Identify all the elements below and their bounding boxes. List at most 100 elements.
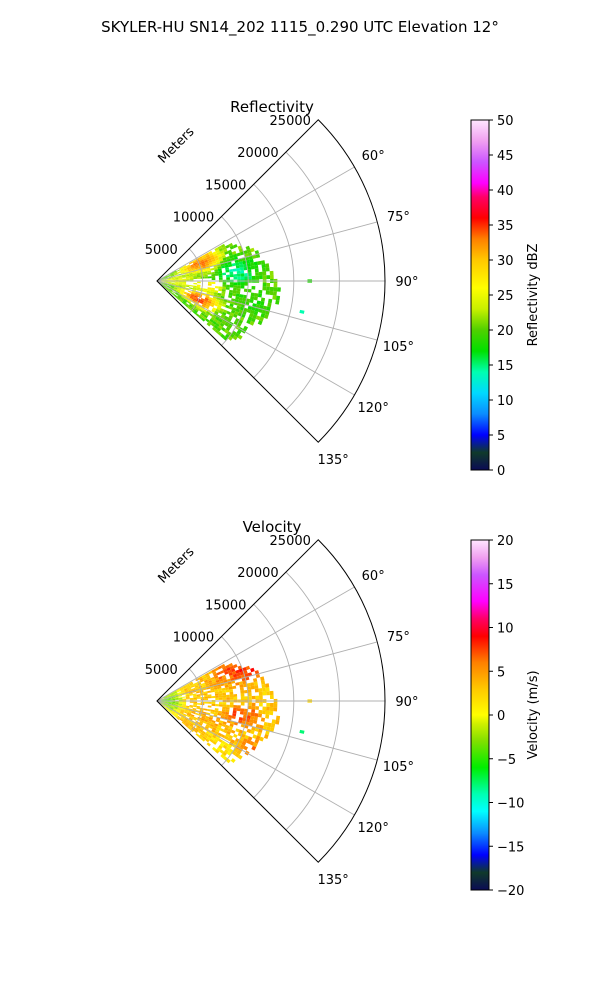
radar-cell [237, 288, 241, 291]
radar-cell [265, 263, 269, 267]
radar-cell [208, 705, 212, 707]
radar-cell [208, 702, 212, 704]
radar-cell [233, 290, 237, 293]
radar-cell [254, 682, 258, 686]
range-tick-label: 10000 [173, 631, 214, 646]
radar-cell [197, 282, 201, 284]
range-tick-label: 5000 [145, 663, 178, 678]
colorbar-tick-label: 35 [497, 219, 514, 234]
radar-cell [252, 696, 256, 699]
radar-speck [299, 730, 304, 734]
radar-cell [219, 693, 223, 696]
radar-cell [219, 273, 223, 276]
radar-cell [189, 287, 193, 289]
radar-cell [261, 718, 265, 722]
radar-cell [232, 293, 236, 296]
radar-cell [230, 702, 234, 705]
radar-cell [254, 293, 258, 297]
radar-cell [273, 707, 277, 711]
radar-cell [241, 285, 245, 288]
radar-cell [190, 279, 194, 280]
radar-cell [188, 291, 192, 293]
radar-cell [232, 263, 236, 266]
radar-cell [240, 711, 244, 714]
radar-cell [237, 708, 241, 711]
azimuth-tick-label: 75° [387, 210, 410, 225]
radar-cell [263, 275, 267, 279]
azimuth-tick-label: 105° [383, 340, 414, 355]
radar-cell [254, 685, 258, 689]
azimuth-tick-label: 90° [395, 695, 418, 710]
radar-cell [275, 720, 279, 725]
radar-cell [182, 696, 186, 697]
radar-cell [266, 707, 270, 711]
colorbar-tick-label: 5 [497, 665, 505, 680]
radar-cell [208, 694, 212, 696]
radar-cell [272, 719, 276, 724]
radar-cell [276, 716, 280, 721]
radar-cell [250, 668, 255, 672]
radar-cell [233, 694, 237, 697]
radar-cell [233, 268, 237, 271]
radar-cell [208, 282, 212, 284]
colorbar-tick-label: 0 [497, 464, 505, 479]
radar-cell [226, 695, 230, 698]
radar-cell [230, 694, 234, 697]
radar-cell [210, 268, 214, 271]
radar-cell [195, 713, 199, 716]
radar-cell [254, 716, 258, 720]
radar-speck [299, 310, 304, 314]
radar-cell [254, 265, 258, 269]
colorbar-tick-label: 50 [497, 114, 514, 129]
radar-cell [258, 713, 262, 717]
radar-cell [262, 271, 266, 275]
radar-cell [260, 676, 264, 680]
colorbar-tick-label: 0 [497, 709, 505, 724]
azimuth-spoke [157, 222, 377, 281]
radar-cell [251, 709, 255, 713]
radar-cell [235, 682, 239, 686]
radar-cell [207, 742, 211, 746]
radar-cell [208, 696, 212, 698]
colorbar-tick-label: −10 [497, 797, 524, 812]
radar-cell [266, 267, 270, 271]
radar-cell [262, 268, 266, 272]
radar-cell [232, 686, 236, 689]
radar-cell [219, 698, 223, 700]
radar-cell [269, 711, 273, 715]
colorbar-tick-label: 25 [497, 289, 514, 304]
radar-cell [251, 706, 255, 710]
radar-cell [215, 696, 219, 698]
colorbar [471, 540, 489, 890]
azimuth-tick-label: 120° [358, 821, 389, 836]
radar-cell [233, 285, 237, 288]
radar-cell [270, 703, 274, 707]
radar-cell [241, 696, 245, 699]
radar-cell [241, 276, 245, 279]
radar-cell [229, 692, 233, 695]
radar-cell [233, 705, 237, 708]
radar-cell [237, 285, 241, 288]
radar-cell [240, 708, 244, 711]
radar-cell [251, 286, 255, 290]
radar-cell [255, 269, 259, 273]
radar-cell [270, 275, 274, 279]
radar-cell [208, 276, 212, 278]
colorbar-label: Velocity (m/s) [526, 670, 541, 759]
radar-cell [207, 709, 211, 711]
radar-cell [244, 276, 248, 279]
radar-cell [259, 275, 263, 279]
azimuth-tick-label: 60° [362, 569, 385, 584]
radar-cell [248, 703, 252, 706]
radar-cell [259, 272, 263, 276]
radar-cell [237, 277, 241, 280]
radar-cell [261, 680, 265, 684]
radar-cell [252, 703, 256, 706]
azimuth-tick-label: 90° [395, 275, 418, 290]
radar-cell [267, 303, 271, 308]
radar-cell [272, 295, 276, 300]
colorbar-tick-label: 20 [497, 324, 514, 339]
radar-cell [230, 285, 234, 288]
radar-cell [254, 713, 258, 717]
